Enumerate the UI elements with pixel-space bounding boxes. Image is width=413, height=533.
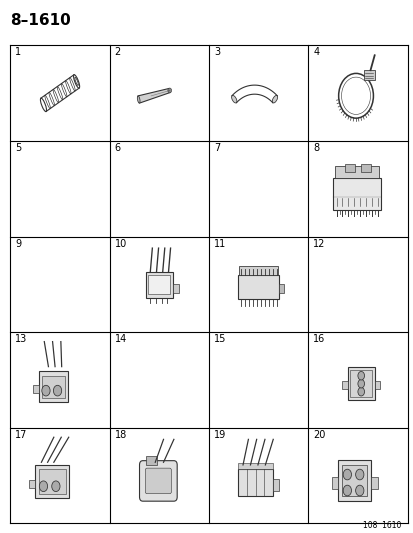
Text: 4: 4 (313, 47, 319, 58)
Text: 19: 19 (214, 430, 226, 440)
Circle shape (42, 385, 50, 396)
Text: 20: 20 (313, 430, 325, 440)
Bar (349, 370, 371, 397)
Bar (342, 465, 366, 496)
Bar (370, 477, 377, 489)
Text: 7: 7 (214, 143, 220, 153)
Bar (273, 479, 278, 490)
Circle shape (53, 385, 62, 396)
FancyBboxPatch shape (145, 468, 171, 494)
Circle shape (357, 372, 364, 380)
Ellipse shape (137, 96, 140, 103)
Text: 15: 15 (214, 334, 226, 344)
Text: 5: 5 (15, 143, 21, 153)
Text: 13: 13 (15, 334, 28, 344)
Bar (344, 164, 354, 172)
Bar (332, 178, 380, 210)
Bar (237, 276, 279, 300)
FancyBboxPatch shape (139, 461, 177, 501)
Bar (363, 70, 374, 80)
Bar (146, 272, 173, 297)
Bar (337, 459, 370, 501)
Text: 9: 9 (15, 239, 21, 249)
Bar (331, 477, 337, 489)
Bar (347, 367, 374, 400)
Ellipse shape (168, 88, 171, 93)
Text: 8–1610: 8–1610 (10, 13, 71, 28)
Text: 12: 12 (313, 239, 325, 249)
Circle shape (52, 481, 60, 491)
Bar (279, 284, 284, 293)
Bar (38, 469, 66, 494)
Bar (35, 465, 69, 498)
Circle shape (39, 481, 47, 491)
Bar (341, 382, 347, 389)
Bar (29, 480, 35, 488)
Bar (374, 382, 380, 389)
Ellipse shape (74, 75, 79, 88)
Text: 8: 8 (313, 143, 319, 153)
Text: 3: 3 (214, 47, 220, 58)
Bar (237, 463, 273, 469)
Circle shape (357, 387, 364, 396)
Text: 2: 2 (114, 47, 121, 58)
Bar (42, 376, 65, 398)
Bar (173, 284, 178, 293)
Bar (239, 266, 278, 276)
Circle shape (355, 485, 363, 496)
Ellipse shape (231, 95, 236, 103)
Circle shape (355, 469, 363, 480)
Text: 10: 10 (114, 239, 127, 249)
Polygon shape (138, 88, 170, 103)
Text: 14: 14 (114, 334, 127, 344)
Bar (33, 385, 38, 393)
Text: 6: 6 (114, 143, 121, 153)
Bar (148, 275, 170, 294)
Circle shape (357, 379, 364, 388)
Text: 18: 18 (114, 430, 127, 440)
Circle shape (342, 485, 351, 496)
Text: 11: 11 (214, 239, 226, 249)
Text: 17: 17 (15, 430, 28, 440)
Ellipse shape (272, 95, 277, 103)
Bar (38, 372, 68, 402)
Bar (361, 164, 370, 172)
Text: 1: 1 (15, 47, 21, 58)
Bar (237, 469, 273, 496)
Bar (146, 456, 157, 465)
Text: 108  1610: 108 1610 (362, 521, 401, 530)
Circle shape (342, 469, 351, 480)
Bar (335, 166, 378, 178)
Text: 16: 16 (313, 334, 325, 344)
